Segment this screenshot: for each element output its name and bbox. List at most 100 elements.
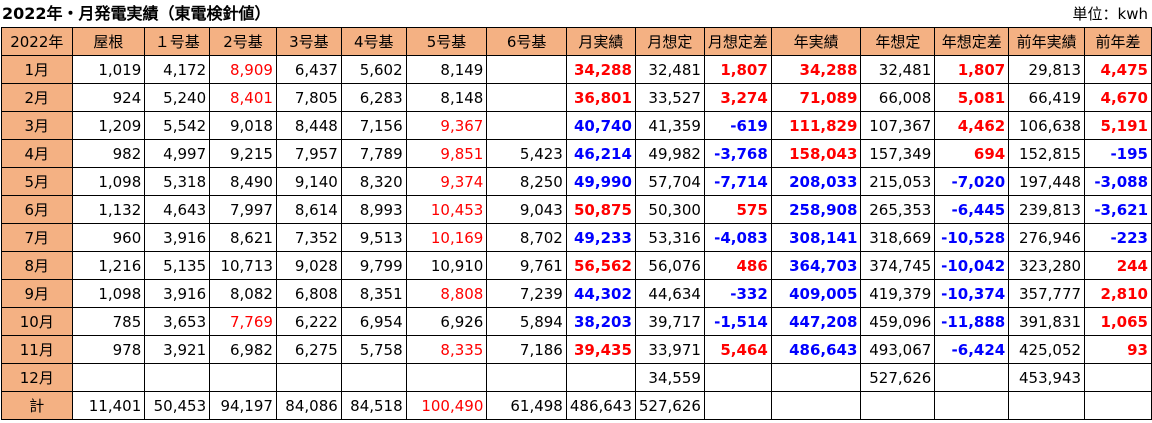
table-cell: 9,028 (275, 251, 342, 280)
table-cell: 111,829 (770, 111, 862, 140)
table-cell: 7,769 (209, 307, 277, 336)
table-cell: 100,490 (405, 391, 488, 420)
column-header: 月想定差 (703, 27, 772, 56)
table-cell (1084, 363, 1152, 392)
table-row: 5月 1,098 5,318 8,490 9,140 8,320 9,374 8,250 49,… (1, 167, 1152, 196)
table-cell: 9,043 (486, 195, 567, 224)
table-cell: 4,643 (144, 195, 211, 224)
table-cell: 982 (71, 139, 146, 168)
table-cell: 7,789 (340, 139, 407, 168)
table-cell: -3,621 (1084, 195, 1152, 224)
column-header: 年想定差 (934, 27, 1010, 56)
table-cell: 8,351 (340, 279, 407, 308)
row-label: 5月 (1, 167, 73, 196)
table-cell: 7,805 (275, 83, 342, 112)
table-cell: 39,435 (565, 335, 636, 364)
table-cell: 9,215 (209, 139, 277, 168)
table-cell: 5,081 (934, 83, 1010, 112)
table-cell: 8,335 (405, 335, 488, 364)
table-cell: 1,807 (934, 55, 1010, 84)
table-cell: 493,067 (860, 335, 936, 364)
row-label: 3月 (1, 111, 73, 140)
table-cell: 157,349 (860, 139, 936, 168)
table-cell: 276,946 (1008, 223, 1086, 252)
table-cell: 36,801 (565, 83, 636, 112)
table-cell: 10,453 (405, 195, 488, 224)
table-cell (770, 363, 862, 392)
table-cell: 49,233 (565, 223, 636, 252)
header-row: 2022年 屋根 １号基 2号基 3号基 4号基 5号基 6号基 月実績 月想定 月想定差 年実績 年想… (1, 27, 1152, 56)
table-cell: 391,831 (1008, 307, 1086, 336)
table-cell (565, 363, 636, 392)
table-cell: -6,445 (934, 195, 1010, 224)
table-cell: 5,602 (340, 55, 407, 84)
row-label: 2月 (1, 83, 73, 112)
table-cell (275, 363, 342, 392)
table-cell: -7,714 (703, 167, 772, 196)
table-row: 7月 960 3,916 8,621 7,352 9,513 10,169 8,702 49,2… (1, 223, 1152, 252)
table-cell: 486,643 (565, 391, 636, 420)
table-cell: 1,098 (71, 279, 146, 308)
table-cell: 960 (71, 223, 146, 252)
column-header: 2022年 (1, 27, 73, 56)
table-cell: 61,498 (486, 391, 567, 420)
table-cell: 265,353 (860, 195, 936, 224)
table-cell: 8,490 (209, 167, 277, 196)
table-cell: 66,008 (860, 83, 936, 112)
table-cell: 34,288 (565, 55, 636, 84)
table-cell: 7,186 (486, 335, 567, 364)
table-cell: -10,042 (934, 251, 1010, 280)
table-row: 1月 1,019 4,172 8,909 6,437 5,602 8,149 34,288 32… (1, 55, 1152, 84)
table-cell: 33,971 (634, 335, 705, 364)
column-header: 5号基 (405, 27, 488, 56)
table-cell: 44,302 (565, 279, 636, 308)
table-cell (144, 363, 211, 392)
table-cell: 34,288 (770, 55, 862, 84)
table-cell: -4,083 (703, 223, 772, 252)
table-cell: 41,359 (634, 111, 705, 140)
table-cell: 527,626 (634, 391, 705, 420)
table-cell (486, 363, 567, 392)
table-cell: 197,448 (1008, 167, 1086, 196)
table-cell: 107,367 (860, 111, 936, 140)
table-cell: 9,799 (340, 251, 407, 280)
row-label: 10月 (1, 307, 73, 336)
table-row: 9月 1,098 3,916 8,082 6,808 8,351 8,808 7,239 44,… (1, 279, 1152, 308)
table-cell: 4,670 (1084, 83, 1152, 112)
table-cell: 5,191 (1084, 111, 1152, 140)
table-cell: 978 (71, 335, 146, 364)
table-cell: 9,374 (405, 167, 488, 196)
table-row: 2月 924 5,240 8,401 7,805 6,283 8,148 36,801 33,5… (1, 83, 1152, 112)
row-label: 7月 (1, 223, 73, 252)
table-cell: 425,052 (1008, 335, 1086, 364)
table-cell: 4,475 (1084, 55, 1152, 84)
table-cell: 8,614 (275, 195, 342, 224)
table-row: 6月 1,132 4,643 7,997 8,614 8,993 10,453 9,043 50… (1, 195, 1152, 224)
table-cell: 5,758 (340, 335, 407, 364)
table-cell: 5,542 (144, 111, 211, 140)
column-header: 6号基 (486, 27, 567, 56)
column-header: 屋根 (71, 27, 146, 56)
column-header: 月想定 (634, 27, 705, 56)
table-cell: 6,808 (275, 279, 342, 308)
table-cell: 785 (71, 307, 146, 336)
table-cell: 9,513 (340, 223, 407, 252)
table-cell: 5,464 (703, 335, 772, 364)
table-cell: 44,634 (634, 279, 705, 308)
row-label: 6月 (1, 195, 73, 224)
table-cell: 575 (703, 195, 772, 224)
table-cell: 5,240 (144, 83, 211, 112)
table-cell: -6,424 (934, 335, 1010, 364)
table-cell: 84,518 (340, 391, 407, 420)
table-cell: 323,280 (1008, 251, 1086, 280)
column-header: 2号基 (209, 27, 277, 56)
table-cell (703, 391, 772, 420)
table-cell: -10,374 (934, 279, 1010, 308)
table-cell: 7,997 (209, 195, 277, 224)
row-label: 9月 (1, 279, 73, 308)
table-cell: 8,401 (209, 83, 277, 112)
table-cell: 106,638 (1008, 111, 1086, 140)
table-cell: 56,562 (565, 251, 636, 280)
table-cell: 94,197 (209, 391, 277, 420)
table-cell: 3,653 (144, 307, 211, 336)
